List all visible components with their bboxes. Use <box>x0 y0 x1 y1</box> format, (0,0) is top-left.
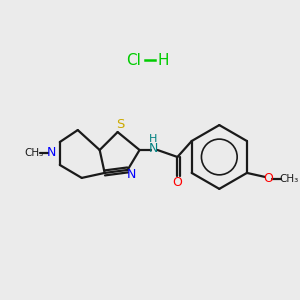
Text: H: H <box>149 134 158 144</box>
Text: N: N <box>149 142 158 154</box>
Text: CH₃: CH₃ <box>24 148 44 158</box>
Text: Cl: Cl <box>126 53 141 68</box>
Text: S: S <box>116 118 125 130</box>
Text: N: N <box>127 168 136 182</box>
Text: N: N <box>47 146 56 160</box>
Text: H: H <box>158 53 169 68</box>
Text: CH₃: CH₃ <box>279 174 298 184</box>
Text: O: O <box>172 176 182 189</box>
Text: O: O <box>263 172 273 185</box>
